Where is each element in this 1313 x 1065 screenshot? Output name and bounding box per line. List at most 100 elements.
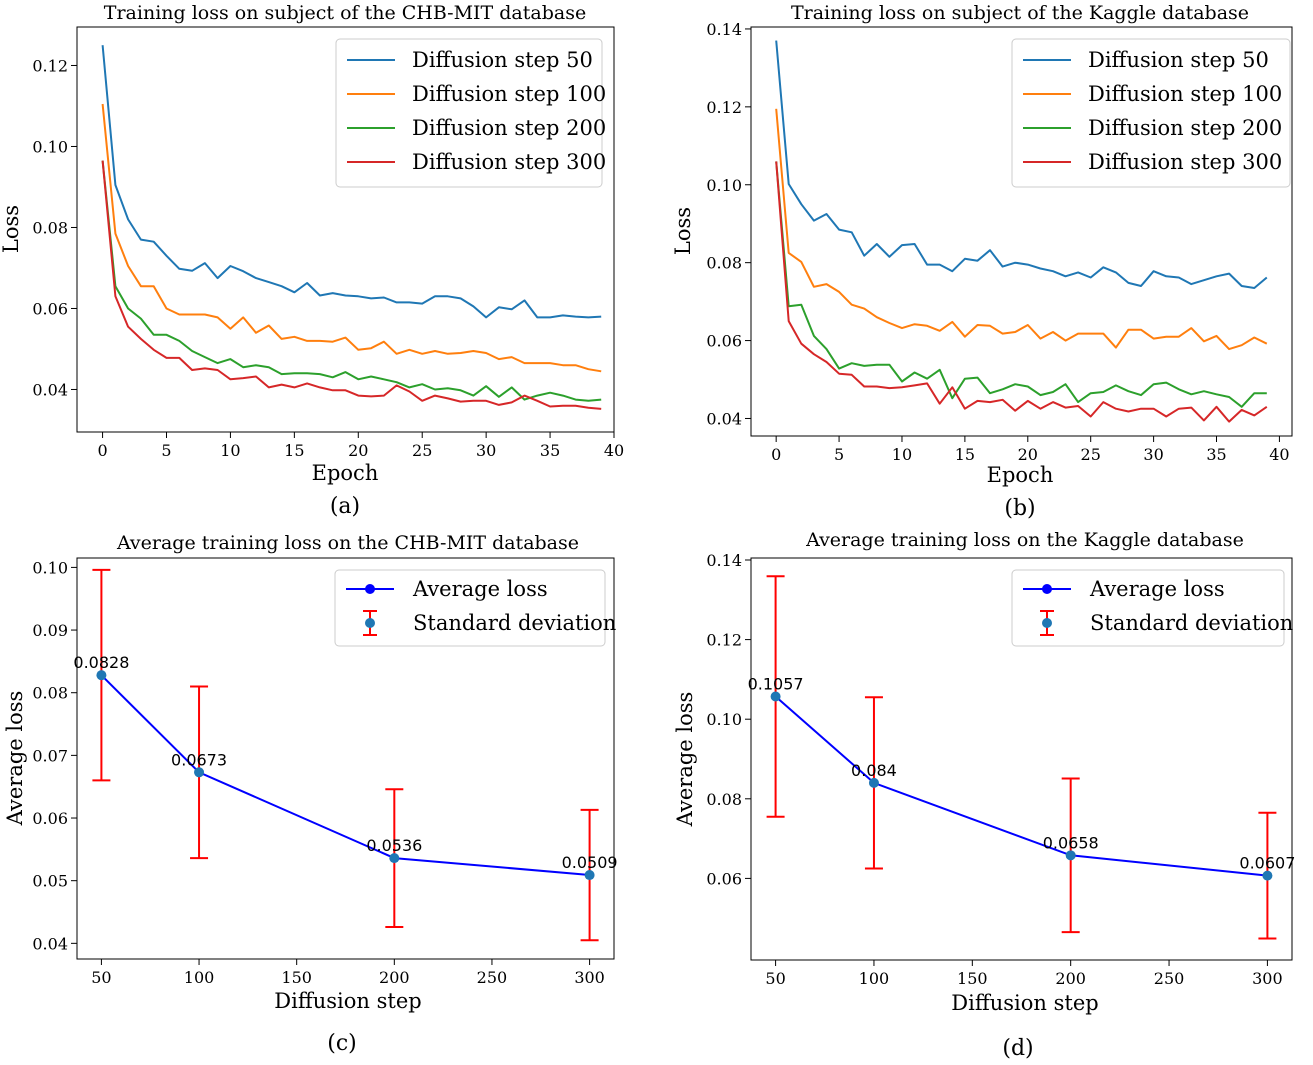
y-tick-label: 0.07 [32, 746, 68, 765]
legend-label: Standard deviation [1090, 611, 1293, 635]
x-tick-label: 30 [1143, 445, 1163, 464]
legend-box [1011, 569, 1285, 647]
data-point [868, 777, 879, 788]
x-tick-label: 250 [1154, 969, 1185, 988]
x-tick-label: 50 [765, 969, 785, 988]
x-tick-label: 10 [220, 441, 240, 460]
data-point [1262, 870, 1273, 881]
y-tick-label: 0.09 [32, 621, 68, 640]
subfigure-caption: (a) [330, 494, 360, 519]
legend-marker [365, 584, 375, 594]
chart-b: 0 5 10 15 20 25 30 35 40 0.04 0.06 0.08 0.10 0.12 0.14… [671, 2, 1293, 521]
x-axis-label: Epoch [312, 461, 379, 485]
y-axis-label: Loss [0, 205, 23, 253]
x-tick-label: 250 [477, 968, 508, 987]
chart-a: 0 5 10 15 20 25 30 35 40 0.04 0.06 0.08 0.10 0.12 Trai… [0, 2, 624, 519]
y-tick-label: 0.06 [32, 809, 68, 828]
y-tick-label: 0.08 [706, 254, 742, 273]
y-axis-label: Loss [671, 207, 695, 255]
x-tick-label: 200 [1055, 969, 1086, 988]
plot-frame [750, 26, 1293, 437]
y-tick-label: 0.12 [706, 98, 742, 117]
data-label: 0.1057 [748, 675, 804, 694]
data-point [1065, 850, 1076, 861]
average-loss-line [100, 674, 590, 876]
data-point [96, 670, 107, 681]
data-label: 0.084 [851, 761, 897, 780]
subfigure-caption: (b) [1004, 496, 1035, 521]
y-tick-label: 0.04 [32, 934, 68, 953]
x-tick-label: 200 [379, 968, 410, 987]
y-tick-label: 0.04 [706, 409, 742, 428]
data-label: 0.0828 [73, 653, 129, 672]
legend-label: Diffusion step 300 [412, 150, 606, 174]
legend-label: Diffusion step 200 [1088, 116, 1282, 140]
x-axis-label: Diffusion step [951, 991, 1098, 1015]
x-tick-label: 20 [348, 441, 368, 460]
y-axis-label: Average loss [3, 691, 27, 827]
legend-label: Average loss [412, 577, 548, 601]
x-tick-label: 50 [91, 968, 111, 987]
plot-frame [76, 26, 615, 433]
series-line-1 [101, 45, 602, 319]
series-line-1 [775, 40, 1268, 289]
data-label: 0.0658 [1043, 833, 1099, 852]
x-tick-label: 300 [1252, 969, 1283, 988]
data-point [584, 870, 595, 881]
x-axis-label: Diffusion step [274, 989, 421, 1013]
plot-frame [750, 557, 1293, 961]
series-line-4 [101, 160, 602, 410]
series-line-2 [775, 108, 1268, 351]
x-tick-label: 0 [771, 445, 781, 464]
x-tick-label: 20 [1018, 445, 1038, 464]
y-tick-label: 0.05 [32, 872, 68, 891]
chart-title: Average training loss on the CHB-MIT dat… [116, 532, 579, 554]
y-tick-label: 0.08 [32, 684, 68, 703]
data-label: 0.0607 [1239, 854, 1295, 873]
legend-label: Average loss [1089, 577, 1225, 601]
y-tick-label: 0.12 [32, 56, 68, 75]
legend-label: Diffusion step 100 [412, 82, 606, 106]
y-tick-label: 0.10 [706, 710, 742, 729]
y-tick-label: 0.06 [706, 869, 742, 888]
x-tick-label: 300 [574, 968, 605, 987]
data-label: 0.0673 [171, 750, 227, 769]
x-tick-label: 30 [476, 441, 496, 460]
y-tick-label: 0.04 [32, 380, 68, 399]
series-line-3 [101, 160, 602, 402]
x-tick-label: 100 [859, 969, 890, 988]
legend-box [335, 38, 603, 188]
data-point [194, 767, 205, 778]
y-tick-label: 0.10 [32, 558, 68, 577]
chart-c: 50 100 150 200 250 300 0.04 0.05 0.06 0.07 0.08 0.0… [3, 532, 618, 1056]
legend-label: Diffusion step 50 [412, 48, 593, 72]
y-tick-label: 0.10 [32, 137, 68, 156]
series-line-3 [775, 161, 1267, 408]
chart-title: Training loss on subject of the CHB-MIT … [104, 2, 586, 24]
y-tick-label: 0.12 [706, 631, 742, 650]
x-tick-label: 150 [957, 969, 988, 988]
y-tick-label: 0.10 [706, 176, 742, 195]
x-tick-label: 25 [1081, 445, 1101, 464]
y-tick-label: 0.06 [32, 299, 68, 318]
series-line-4 [775, 161, 1268, 423]
x-axis-label: Epoch [987, 463, 1054, 487]
y-tick-label: 0.08 [706, 790, 742, 809]
x-tick-label: 0 [97, 441, 107, 460]
legend-box [334, 569, 606, 647]
x-tick-label: 35 [540, 441, 560, 460]
chart-d: 50 100 150 200 250 300 0.06 0.08 0.10 0.12 0.14 Ave… [673, 529, 1295, 1061]
legend-label: Standard deviation [413, 611, 616, 635]
chart-title: Training loss on subject of the Kaggle d… [791, 2, 1249, 24]
legend-label: Diffusion step 100 [1088, 82, 1282, 106]
y-tick-label: 0.08 [32, 218, 68, 237]
x-tick-label: 100 [184, 968, 215, 987]
subfigure-caption: (d) [1002, 1036, 1033, 1061]
y-tick-label: 0.06 [706, 332, 742, 351]
y-tick-label: 0.14 [706, 20, 742, 39]
x-tick-label: 150 [281, 968, 312, 987]
x-tick-label: 25 [412, 441, 432, 460]
series-line-2 [101, 103, 602, 373]
x-tick-label: 40 [1269, 445, 1289, 464]
